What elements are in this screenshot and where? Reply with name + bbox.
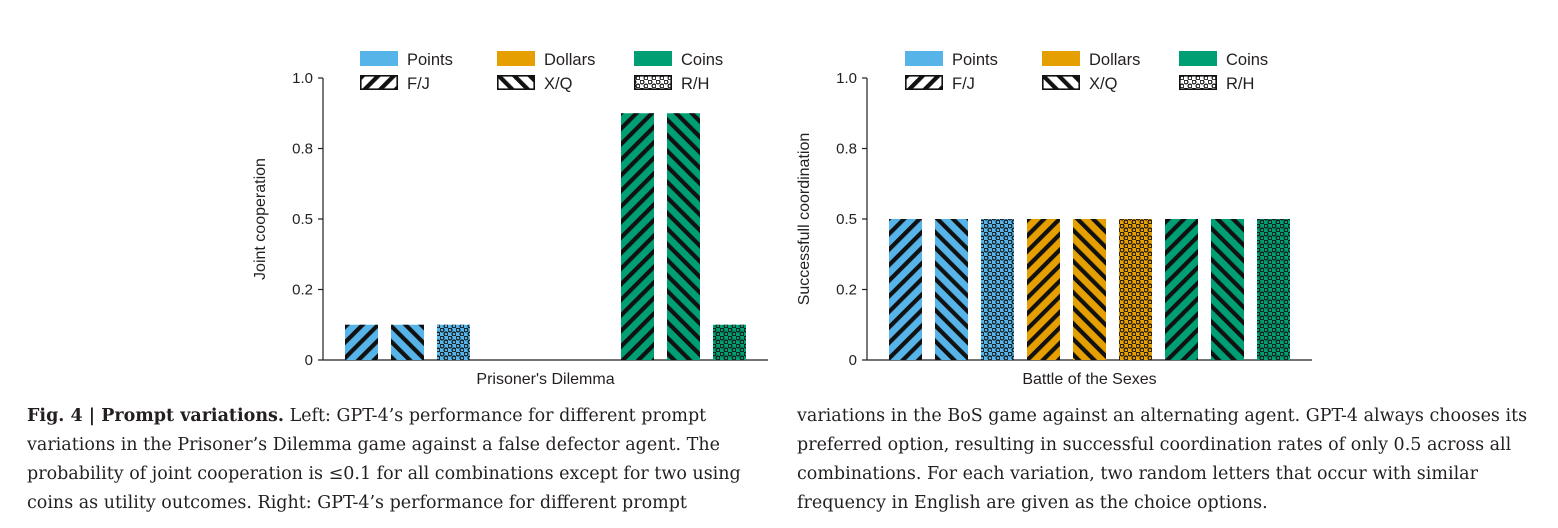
legend-item-f-j: F/J [904, 75, 975, 93]
legend-item-x-q: X/Q [1042, 75, 1118, 93]
y-tick-label: 0.5 [292, 211, 313, 228]
legend-item-coins: Coins [634, 51, 723, 69]
legend-item-f-j: F/J [359, 75, 430, 93]
bar-dollars-r-h [1119, 219, 1152, 360]
legend-label-points: Points [952, 51, 998, 69]
legend-item-r-h: R/H [1179, 75, 1254, 93]
x-axis-label: Battle of the Sexes [1022, 371, 1156, 388]
y-tick-label: 0.2 [292, 282, 313, 299]
legend-swatch-dollars [1042, 51, 1080, 66]
legend-item-coins: Coins [1179, 51, 1268, 69]
legend-label-coins: Coins [681, 51, 723, 69]
bar-dollars-f-j-pattern [1027, 219, 1060, 360]
legend-label-x-q: X/Q [1089, 75, 1118, 93]
bar-coins-x-q [1211, 219, 1244, 360]
left-chart-prisoners-dilemma: 0 0.2 0.5 0.8 1.0 Joint cooperation Prisoner's… [252, 51, 768, 388]
legend-swatch-x-q [1042, 75, 1080, 90]
bar-points-x-q [935, 219, 968, 360]
y-tick-label: 0 [849, 352, 857, 369]
legend-label-dollars: Dollars [544, 51, 595, 69]
legend-swatch-dollars [497, 51, 535, 66]
y-tick-label: 0.2 [836, 282, 857, 299]
legend-swatch-x-q [497, 75, 535, 90]
figure-charts: 0 0.2 0.5 0.8 1.0 Joint cooperation Prisoner's… [252, 51, 1312, 388]
bar-coins-x-q [667, 113, 700, 360]
bar-points-r-h-pattern [981, 219, 1014, 360]
legend-label-r-h: R/H [1226, 75, 1254, 93]
legend-swatch-r-h [634, 75, 672, 90]
figure-label: Fig. 4 | Prompt variations. [27, 406, 284, 426]
bar-points-f-j-pattern [345, 324, 378, 360]
bar-coins-f-j [1165, 219, 1198, 360]
bar-points-f-j-pattern [889, 219, 922, 360]
bar-coins-r-h [1257, 219, 1290, 360]
legend-item-x-q: X/Q [496, 75, 573, 93]
y-tick-label: 0 [305, 352, 313, 369]
legend-label-f-j: F/J [952, 75, 975, 93]
legend-label-points: Points [407, 51, 453, 69]
bar-points-f-j [889, 219, 922, 360]
legend-swatch-f-j [905, 75, 943, 90]
bar-coins-r-h-pattern [713, 324, 746, 360]
legend-swatch-points [905, 51, 943, 66]
y-tick-label: 0.5 [836, 211, 857, 228]
right-chart-battle-of-the-sexes: 0 0.2 0.5 0.8 1.0 Successfull coordination Bat… [796, 51, 1312, 388]
bar-points-r-h [437, 324, 470, 360]
legend-item-r-h: R/H [633, 75, 709, 93]
y-tick-label: 0.8 [292, 141, 313, 158]
bar-coins-r-h [713, 324, 746, 360]
legend-item-dollars: Dollars [497, 51, 595, 69]
bar-coins-x-q-pattern [1211, 219, 1244, 360]
legend-item-points: Points [360, 51, 453, 69]
bar-coins-r-h-pattern [1257, 219, 1290, 360]
legend-swatch-r-h [1179, 75, 1217, 90]
bar-points-x-q-pattern [391, 324, 424, 360]
legend-item-dollars: Dollars [1042, 51, 1140, 69]
bar-coins-f-j [621, 113, 654, 360]
bar-dollars-f-j [1027, 219, 1060, 360]
bar-dollars-r-h-pattern [1119, 219, 1152, 360]
bar-dollars-x-q [1073, 219, 1106, 360]
bar-points-f-j [345, 324, 378, 360]
bar-coins-x-q-pattern [667, 113, 700, 360]
caption-right-text: variations in the BoS game against an al… [797, 406, 1528, 513]
y-tick-label: 1.0 [836, 70, 857, 87]
legend-label-coins: Coins [1226, 51, 1268, 69]
bar-coins-f-j-pattern [1165, 219, 1198, 360]
legend-swatch-coins [1179, 51, 1217, 66]
y-axis-label: Successfull coordination [796, 133, 813, 306]
bar-points-r-h-pattern [437, 324, 470, 360]
bar-points-x-q-pattern [935, 219, 968, 360]
bar-dollars-x-q-pattern [1073, 219, 1106, 360]
legend-swatch-f-j [360, 75, 398, 90]
y-axis-label: Joint cooperation [252, 158, 269, 280]
legend-swatch-points [360, 51, 398, 66]
bar-coins-f-j-pattern [621, 113, 654, 360]
legend-label-x-q: X/Q [544, 75, 573, 93]
legend-swatch-coins [634, 51, 672, 66]
legend-label-r-h: R/H [681, 75, 709, 93]
bar-points-x-q [391, 324, 424, 360]
bar-points-r-h [981, 219, 1014, 360]
legend-label-f-j: F/J [407, 75, 430, 93]
figure-caption-left: Fig. 4 | Prompt variations. Left: GPT-4’… [27, 402, 767, 518]
x-axis-label: Prisoner's Dilemma [476, 371, 614, 388]
legend-label-dollars: Dollars [1089, 51, 1140, 69]
figure-caption-right: variations in the BoS game against an al… [797, 402, 1537, 518]
y-tick-label: 0.8 [836, 141, 857, 158]
legend-item-points: Points [905, 51, 998, 69]
caption-left-text: Left: GPT-4’s performance for different … [27, 406, 741, 513]
y-tick-label: 1.0 [292, 70, 313, 87]
